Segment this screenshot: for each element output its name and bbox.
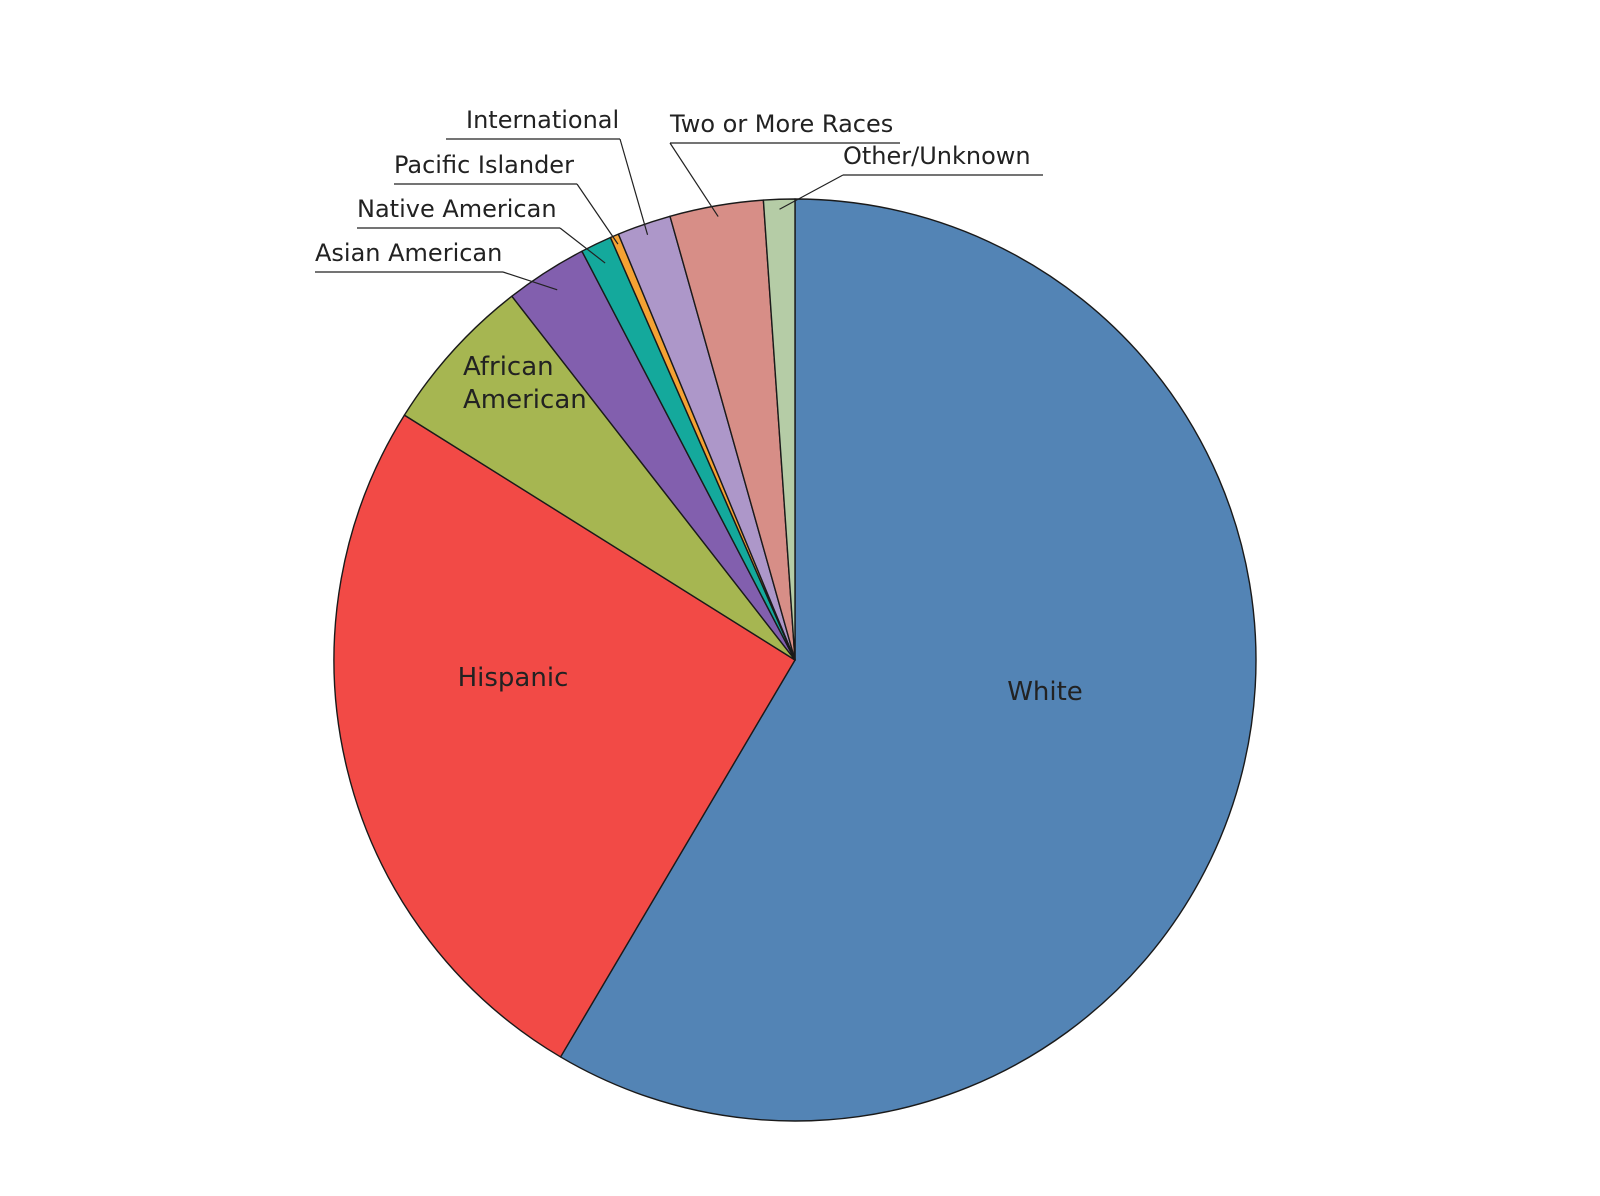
slice-label-asian-american: Asian American: [315, 239, 502, 267]
slice-label-white: White: [1007, 677, 1083, 707]
slice-label-international: International: [466, 106, 619, 134]
leader-line-other-unknown: [779, 174, 844, 210]
callout-lines: [315, 138, 1043, 291]
slice-label-pacific-islander: Pacific Islander: [394, 151, 574, 179]
leader-line-asian-american: [502, 271, 558, 291]
slice-label-native-american: Native American: [357, 195, 557, 223]
leader-line-native-american: [559, 227, 606, 264]
pie-slice-african-american: [403, 295, 796, 661]
slice-label-two-or-more-races: Two or More Races: [669, 110, 893, 138]
slice-label-hispanic: Hispanic: [458, 663, 569, 693]
pie-slice-white: [559, 198, 1257, 1122]
slice-label-african-american: African American: [463, 352, 587, 415]
slice-labels: White Hispanic African American Asian Americ…: [315, 106, 1083, 707]
pie-slice-other-unknown: [762, 198, 796, 661]
leader-line-two-or-more-races: [669, 142, 719, 217]
pie-slices: [333, 198, 1257, 1122]
slice-label-other-unknown: Other/Unknown: [843, 142, 1031, 170]
leader-line-international: [619, 138, 649, 236]
pie-slice-hispanic: [333, 414, 796, 1058]
leader-line-pacific-islander: [576, 183, 619, 245]
